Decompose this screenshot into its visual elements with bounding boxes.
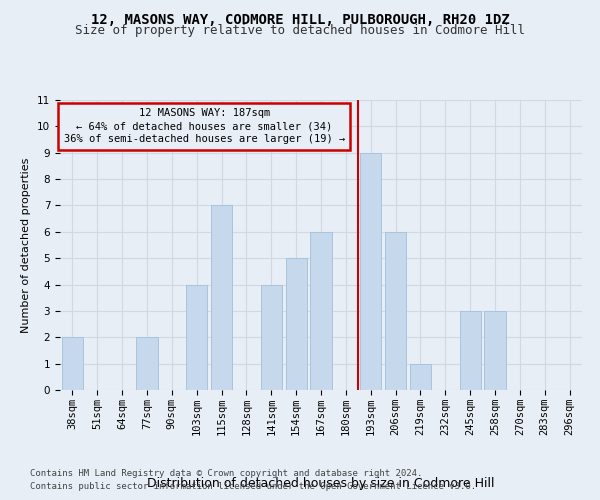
X-axis label: Distribution of detached houses by size in Codmore Hill: Distribution of detached houses by size … <box>147 477 495 490</box>
Text: Contains public sector information licensed under the Open Government Licence v3: Contains public sector information licen… <box>30 482 476 491</box>
Text: Contains HM Land Registry data © Crown copyright and database right 2024.: Contains HM Land Registry data © Crown c… <box>30 468 422 477</box>
Bar <box>310 232 332 390</box>
Bar <box>460 311 481 390</box>
Bar <box>186 284 207 390</box>
Bar <box>385 232 406 390</box>
Bar <box>136 338 158 390</box>
Bar <box>484 311 506 390</box>
Text: Size of property relative to detached houses in Codmore Hill: Size of property relative to detached ho… <box>75 24 525 37</box>
Bar <box>62 338 83 390</box>
Bar <box>261 284 282 390</box>
Bar <box>410 364 431 390</box>
Bar <box>211 206 232 390</box>
Bar <box>286 258 307 390</box>
Text: 12 MASONS WAY: 187sqm
← 64% of detached houses are smaller (34)
36% of semi-deta: 12 MASONS WAY: 187sqm ← 64% of detached … <box>64 108 345 144</box>
Text: 12, MASONS WAY, CODMORE HILL, PULBOROUGH, RH20 1DZ: 12, MASONS WAY, CODMORE HILL, PULBOROUGH… <box>91 12 509 26</box>
Y-axis label: Number of detached properties: Number of detached properties <box>22 158 31 332</box>
Bar <box>360 152 381 390</box>
